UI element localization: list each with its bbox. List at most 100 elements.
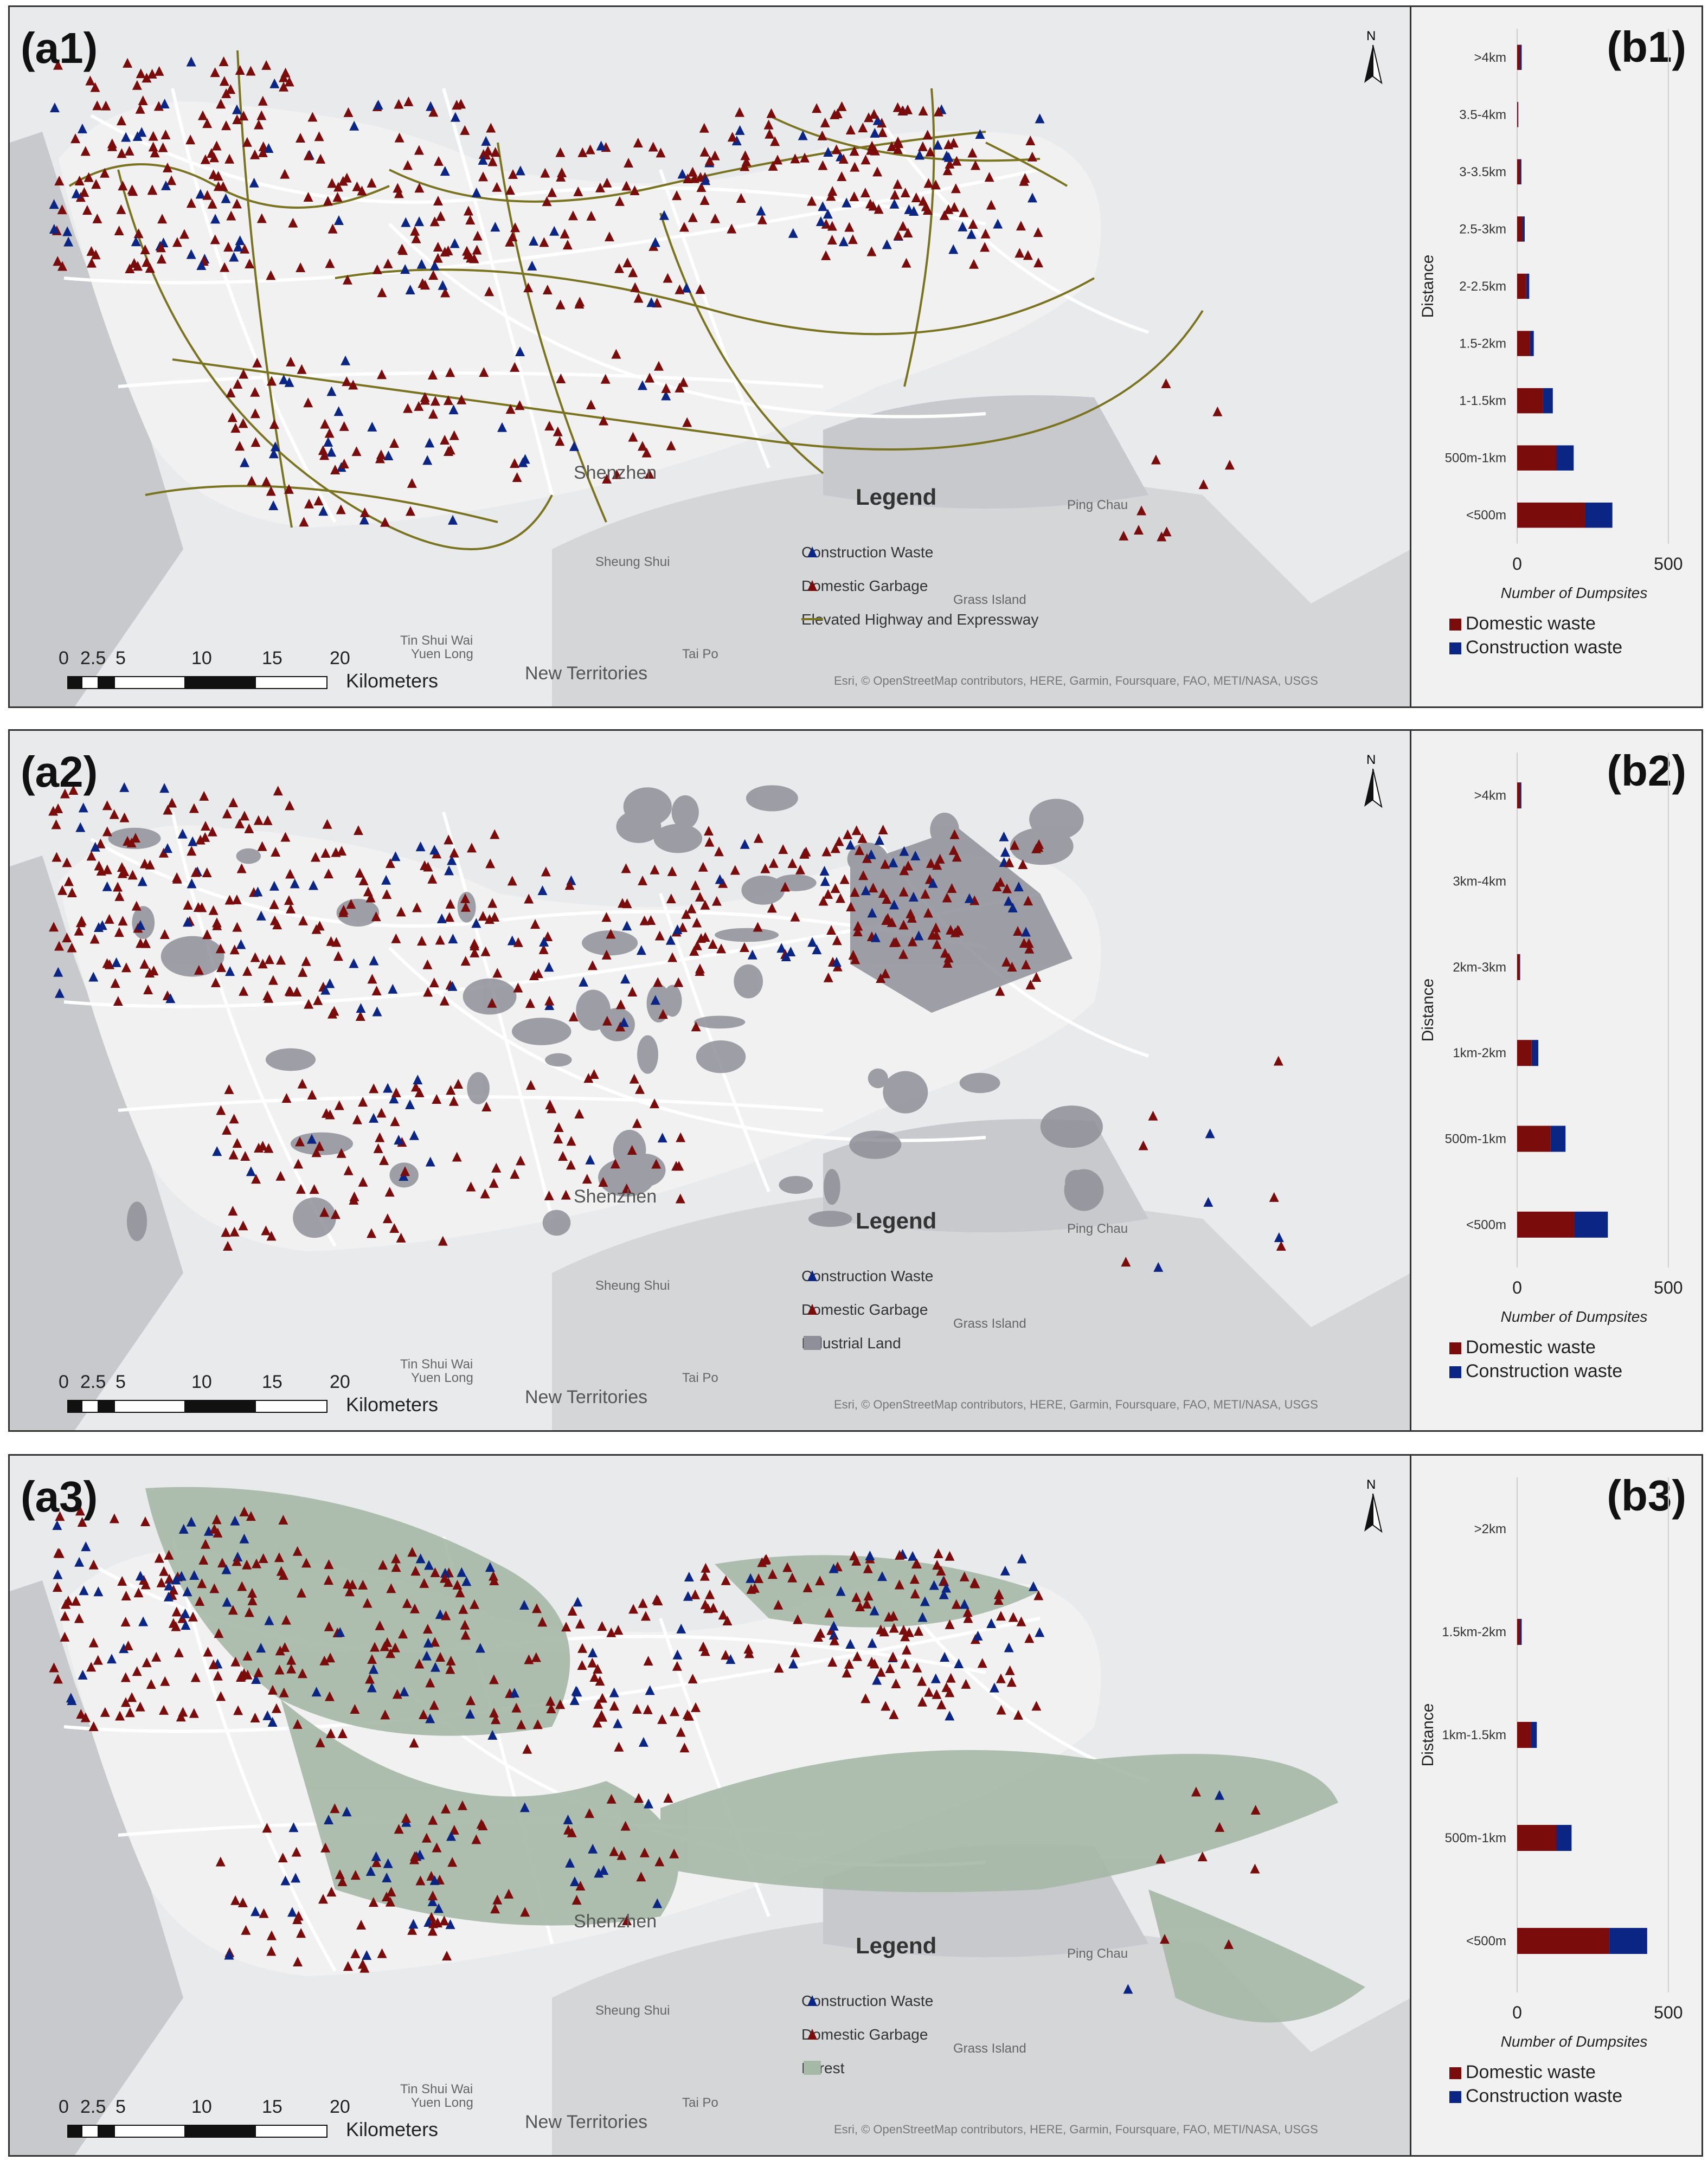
dumpsite-marker [968, 259, 979, 269]
scale-segment [184, 2125, 257, 2138]
dumpsite-marker [109, 809, 119, 819]
dumpsite-marker [261, 1225, 271, 1236]
dumpsite-marker [721, 1575, 731, 1585]
dumpsite-marker [874, 204, 884, 214]
dumpsite-marker [721, 1650, 731, 1660]
road-4 [118, 1095, 824, 1112]
dumpsite-marker [940, 1651, 950, 1662]
dumpsite-marker [768, 858, 779, 868]
dumpsite-marker [127, 1692, 137, 1702]
industrial-patch [637, 1035, 658, 1074]
dumpsite-marker [371, 911, 381, 922]
bar-segment [1517, 273, 1526, 299]
dumpsite-marker [773, 155, 783, 165]
dumpsite-marker [416, 259, 427, 269]
dumpsite-marker [654, 1856, 665, 1867]
legend-item: Industrial Land [801, 1335, 901, 1352]
dumpsite-marker [132, 80, 142, 90]
dumpsite-marker [475, 1643, 485, 1653]
scale-segment [98, 2125, 116, 2138]
category-label: 1km-2km [1453, 1046, 1506, 1060]
dumpsite-marker [385, 1896, 395, 1907]
dumpsite-marker [109, 1513, 119, 1523]
dumpsite-marker [269, 899, 279, 909]
dumpsite-marker [390, 851, 401, 861]
bar-segment [1543, 388, 1553, 414]
bar-segment [1517, 44, 1520, 70]
dumpsite-marker [613, 1625, 624, 1635]
dumpsite-marker [490, 829, 500, 839]
dumpsite-marker [425, 1713, 435, 1724]
legend-symbol [807, 580, 817, 591]
place-label: Tin Shui Wai [400, 633, 473, 648]
dumpsite-marker [1224, 460, 1235, 470]
scale-tick: 2.5 [80, 648, 106, 668]
dumpsite-marker [211, 1514, 222, 1525]
dumpsite-marker [829, 1635, 839, 1645]
map-attribution: Esri, © OpenStreetMap contributors, HERE… [834, 2123, 1318, 2136]
dumpsite-marker [829, 1630, 839, 1640]
dumpsite-marker [74, 1613, 84, 1623]
dumpsite-marker [866, 849, 876, 859]
dumpsite-marker [507, 876, 517, 886]
dumpsite-marker [980, 242, 990, 252]
dumpsite-marker [699, 123, 709, 133]
chart-panel: (b2) >4km 3km-4km 2km-3km 1km-2km 500m-1km <50… [1410, 729, 1703, 1432]
dumpsite-marker [1159, 1934, 1170, 1944]
category-label: 2.5-3km [1459, 222, 1506, 236]
dumpsite-marker [959, 207, 969, 217]
dumpsite-marker [740, 150, 750, 160]
dumpsite-marker [1021, 927, 1031, 937]
dumpsite-marker [254, 1142, 264, 1153]
dumpsite-marker [1004, 1642, 1014, 1652]
dumpsite-marker [799, 848, 810, 859]
bar-segment [1531, 1040, 1539, 1066]
dumpsite-marker [256, 910, 266, 921]
dumpsite-marker [936, 1699, 947, 1709]
dumpsite-marker [286, 1655, 297, 1665]
dumpsite-marker [288, 1822, 299, 1832]
dumpsite-marker [492, 968, 503, 978]
category-label: 2km-3km [1453, 960, 1506, 975]
dumpsite-marker [189, 803, 199, 813]
dumpsite-marker [367, 177, 377, 188]
dumpsite-marker [93, 1586, 104, 1597]
dumpsite-marker [1031, 1701, 1042, 1711]
dumpsite-marker [323, 196, 333, 206]
dumpsite-marker [892, 144, 903, 154]
dumpsite-marker [946, 1673, 956, 1683]
dumpsite-marker [429, 1700, 439, 1710]
dumpsite-marker [370, 1642, 380, 1652]
dumpsite-marker [246, 66, 256, 76]
dumpsite-marker [711, 896, 722, 906]
dumpsite-marker [984, 172, 994, 182]
dumpsite-marker [336, 1148, 346, 1158]
dumpsite-marker [383, 1083, 393, 1093]
dumpsite-marker [74, 925, 84, 936]
industrial-patch [236, 848, 261, 864]
industrial-patch [653, 824, 703, 853]
dumpsite-marker [924, 1687, 934, 1697]
dumpsite-marker [388, 983, 398, 994]
x-tick-label: 500 [1654, 1278, 1683, 1297]
dumpsite-marker [465, 1708, 475, 1719]
dumpsite-marker [557, 1151, 568, 1161]
dumpsite-marker [117, 868, 127, 878]
dumpsite-marker [90, 841, 100, 852]
dumpsite-marker [235, 235, 245, 246]
dumpsite-marker [821, 218, 831, 229]
dumpsite-marker [164, 1573, 175, 1584]
dumpsite-marker [323, 436, 333, 447]
dumpsite-marker [586, 400, 596, 410]
dumpsite-marker [540, 168, 550, 178]
dumpsite-marker [638, 875, 648, 885]
dumpsite-marker [882, 239, 892, 249]
dumpsite-marker [239, 986, 249, 996]
dumpsite-marker [644, 468, 654, 479]
dumpsite-marker [653, 361, 664, 371]
dumpsite-marker [907, 936, 917, 947]
dumpsite-marker [256, 213, 267, 223]
dumpsite-marker [893, 136, 903, 146]
dumpsite-marker [816, 1628, 826, 1638]
dumpsite-marker [67, 942, 77, 953]
